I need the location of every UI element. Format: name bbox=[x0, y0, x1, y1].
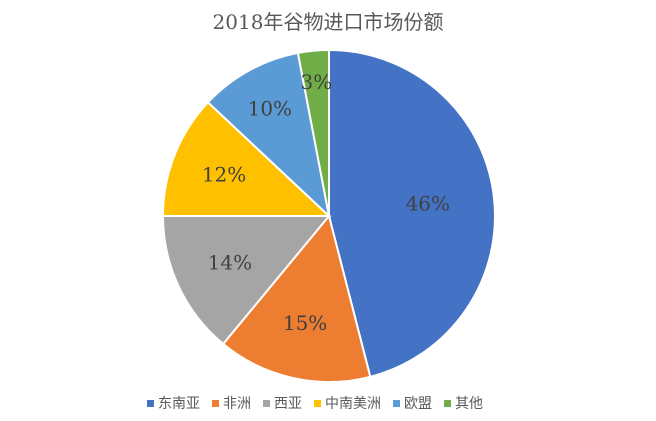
data-label-2: 15% bbox=[283, 311, 327, 335]
legend-swatch-2 bbox=[212, 400, 219, 407]
pie-slice-5 bbox=[206, 51, 331, 219]
legend-label-5: 欧盟 bbox=[404, 396, 432, 412]
legend-swatch-5 bbox=[393, 400, 400, 407]
legend-label-2: 非洲 bbox=[223, 396, 251, 412]
legend-label-4: 中南美洲 bbox=[325, 396, 381, 412]
pie-slice-1 bbox=[328, 48, 496, 379]
legend-swatch-6 bbox=[444, 400, 451, 407]
pie-slice-4 bbox=[161, 100, 332, 217]
legend-swatch-1 bbox=[147, 400, 154, 407]
data-label-4: 12% bbox=[202, 162, 246, 186]
data-label-3: 14% bbox=[208, 251, 252, 275]
legend-swatch-3 bbox=[263, 400, 270, 407]
legend-label-3: 西亚 bbox=[274, 396, 302, 412]
pie-slice-3 bbox=[161, 215, 332, 346]
legend-swatch-4 bbox=[314, 400, 321, 407]
data-label-6: 3% bbox=[300, 70, 332, 94]
chart-title: 2018年谷物进口市场份额 bbox=[213, 10, 444, 34]
pie-slices bbox=[161, 48, 496, 383]
data-label-1: 46% bbox=[406, 192, 450, 216]
legend-label-1: 东南亚 bbox=[158, 396, 200, 412]
pie-slice-6 bbox=[296, 48, 330, 217]
legend: 东南亚 非洲 西亚 中南美洲 欧盟 其他 bbox=[147, 396, 483, 412]
data-label-5: 10% bbox=[248, 96, 292, 120]
pie-slice-labels: 46% 15% 14% 12% 10% 3% bbox=[202, 70, 450, 335]
pie-slice-2 bbox=[221, 213, 372, 383]
legend-label-6: 其他 bbox=[455, 396, 483, 412]
